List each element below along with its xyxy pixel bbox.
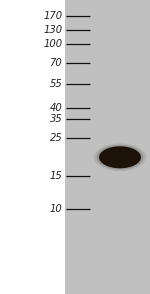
Text: 25: 25 (50, 133, 62, 143)
Text: 10: 10 (50, 204, 62, 214)
Ellipse shape (99, 146, 141, 168)
Bar (0, 0, 64, 294)
Text: 15: 15 (50, 171, 62, 181)
Text: 170: 170 (43, 11, 62, 21)
Text: 130: 130 (43, 25, 62, 35)
Text: 100: 100 (43, 39, 62, 49)
Text: 55: 55 (50, 79, 62, 89)
Text: 40: 40 (50, 103, 62, 113)
Text: 70: 70 (50, 58, 62, 68)
Bar (64, 0, 150, 294)
Ellipse shape (94, 143, 146, 171)
Text: 35: 35 (50, 114, 62, 124)
Ellipse shape (96, 145, 144, 170)
